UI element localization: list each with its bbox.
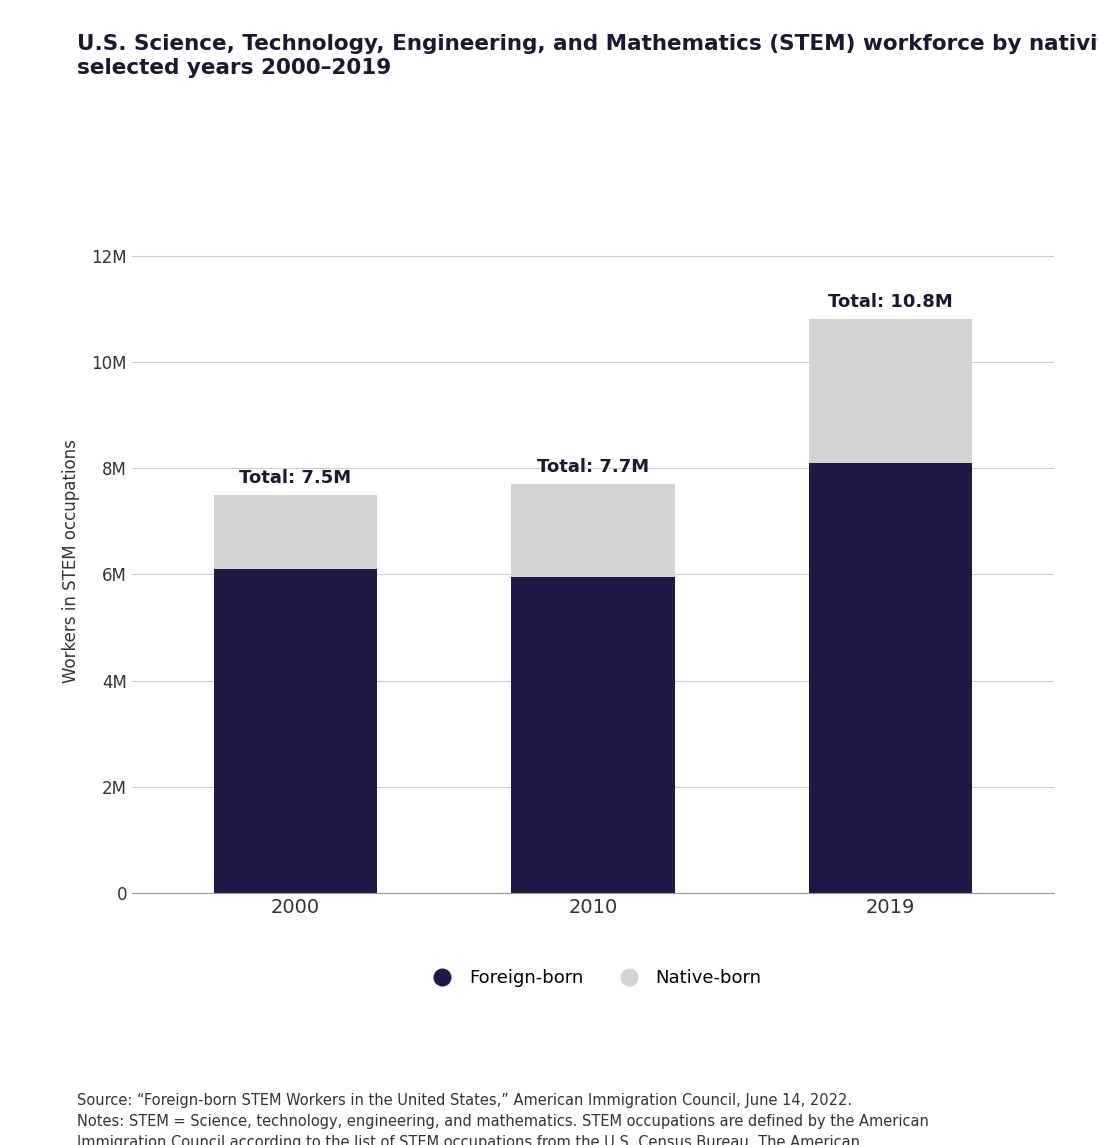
Bar bbox=[214, 569, 378, 893]
Bar bbox=[511, 484, 675, 577]
Y-axis label: Workers in STEM occupations: Workers in STEM occupations bbox=[63, 440, 80, 682]
Bar bbox=[511, 577, 675, 893]
Text: Total: 10.8M: Total: 10.8M bbox=[828, 293, 953, 311]
Text: U.S. Science, Technology, Engineering, and Mathematics (STEM) workforce by nativ: U.S. Science, Technology, Engineering, a… bbox=[77, 34, 1098, 78]
Legend: Foreign-born, Native-born: Foreign-born, Native-born bbox=[417, 962, 769, 994]
Bar bbox=[808, 319, 972, 463]
Bar bbox=[808, 463, 972, 893]
Text: Source: “Foreign-born STEM Workers in the United States,” American Immigration C: Source: “Foreign-born STEM Workers in th… bbox=[77, 1093, 929, 1145]
Bar bbox=[214, 495, 378, 569]
Text: Total: 7.5M: Total: 7.5M bbox=[239, 468, 351, 487]
Text: Total: 7.7M: Total: 7.7M bbox=[537, 458, 649, 476]
